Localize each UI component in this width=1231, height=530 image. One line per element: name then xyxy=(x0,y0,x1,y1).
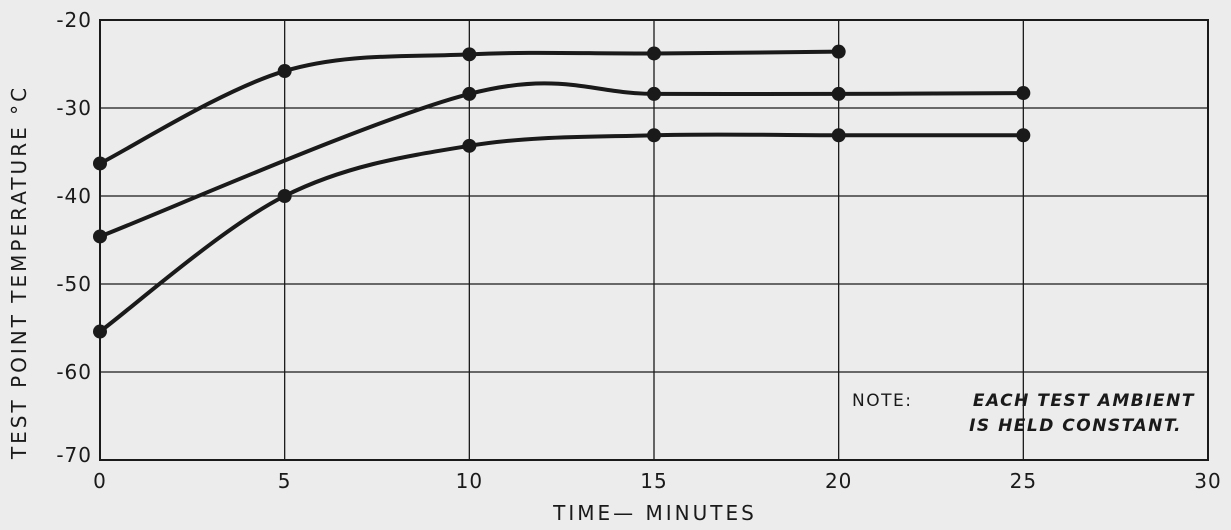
data-point-s2-0 xyxy=(93,229,107,244)
note-label: NOTE: xyxy=(852,391,912,411)
series-group xyxy=(93,44,1031,339)
data-point-s2-3 xyxy=(831,86,846,101)
data-point-s1-2 xyxy=(462,47,477,62)
y-tick-label: -30 xyxy=(56,96,92,120)
x-tick-label: 15 xyxy=(640,469,667,493)
data-point-s3-1 xyxy=(277,189,292,203)
x-axis-title: TIME— MINUTES xyxy=(552,501,757,525)
x-tick-label: 5 xyxy=(278,469,292,493)
data-point-s3-2 xyxy=(462,138,477,153)
y-tick-label: -50 xyxy=(56,272,92,296)
tick-labels: 0 5 10 15 20 25 30 -70 -60 -50 -40 -30 -20 xyxy=(56,8,1221,493)
data-point-s3-4 xyxy=(831,128,846,143)
data-point-s1-1 xyxy=(277,64,292,79)
data-point-s2-1 xyxy=(462,86,477,101)
note-line-1: EACH TEST AMBIENT xyxy=(973,391,1195,411)
data-point-s3-5 xyxy=(1016,128,1031,143)
y-tick-label: -40 xyxy=(56,184,92,208)
data-point-s3-3 xyxy=(647,128,661,143)
data-point-s2-2 xyxy=(647,86,661,101)
data-point-s3-0 xyxy=(93,324,107,339)
y-tick-label: -70 xyxy=(56,443,92,467)
x-tick-label: 0 xyxy=(93,469,107,493)
y-tick-label: -20 xyxy=(56,8,92,32)
note-line-2: IS HELD CONSTANT. xyxy=(969,416,1182,436)
y-tick-label: -60 xyxy=(56,360,92,384)
series-line-2 xyxy=(98,81,1026,239)
data-point-s1-3 xyxy=(647,46,661,61)
x-tick-label: 20 xyxy=(825,469,852,493)
note-annotation: NOTE: EACH TEST AMBIENT IS HELD CONSTANT… xyxy=(852,391,1195,436)
x-tick-label: 25 xyxy=(1010,469,1037,493)
y-axis-title: TEST POINT TEMPERATURE °C xyxy=(7,85,31,460)
data-point-s2-4 xyxy=(1016,86,1031,101)
data-point-s1-4 xyxy=(831,44,846,59)
data-point-s1-0 xyxy=(93,156,107,171)
series-line-3 xyxy=(98,132,1026,334)
x-tick-label: 30 xyxy=(1194,469,1221,493)
x-tick-label: 10 xyxy=(456,469,483,493)
